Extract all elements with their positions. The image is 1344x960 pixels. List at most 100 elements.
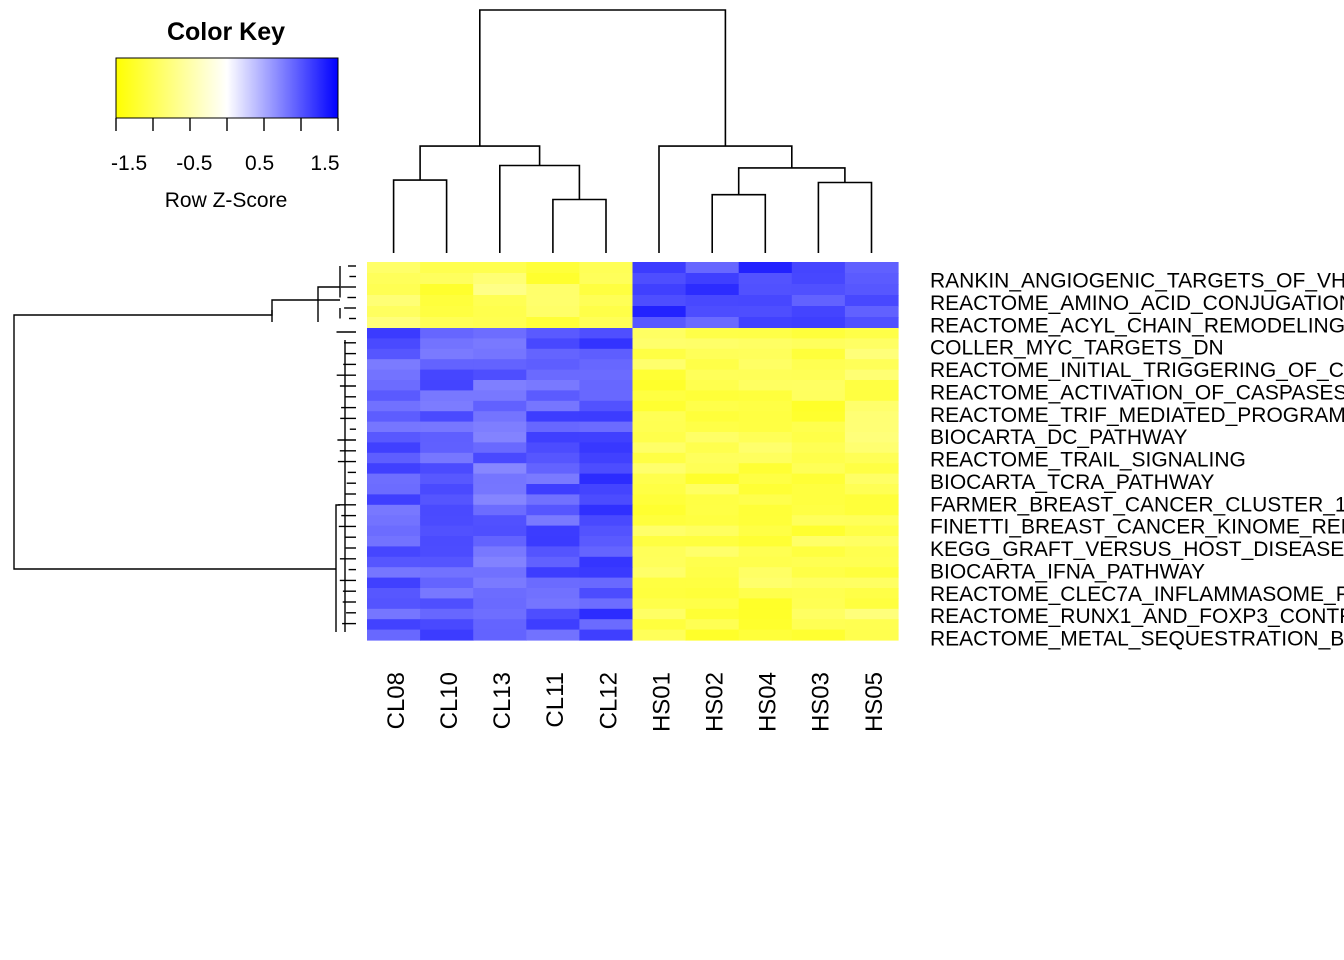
heatmap-cell [738, 442, 793, 454]
heatmap-cell [844, 525, 899, 537]
row-label: COLLER_MYC_TARGETS_DN [930, 337, 1224, 360]
heatmap-cell [367, 411, 421, 423]
heatmap-cell [420, 536, 474, 547]
heatmap-cell [526, 390, 580, 402]
heatmap-cell [420, 317, 474, 329]
heatmap-cell [420, 359, 474, 371]
row-label: BIOCARTA_TCRA_PATHWAY [930, 471, 1214, 494]
heatmap-cell [844, 380, 899, 391]
heatmap-cell [791, 525, 846, 537]
heatmap-cell [632, 598, 687, 610]
heatmap-cell [791, 452, 846, 464]
heatmap-cell [738, 504, 793, 516]
heatmap-cell [526, 525, 580, 537]
heatmap-cell [685, 463, 740, 475]
heatmap-cell [420, 463, 474, 475]
heatmap-cell [844, 284, 899, 296]
heatmap-cell [738, 536, 793, 547]
heatmap-cell [526, 369, 580, 381]
heatmap-cell [844, 556, 899, 568]
row-label: BIOCARTA_IFNA_PATHWAY [930, 560, 1205, 583]
heatmap-cell [420, 588, 474, 599]
heatmap-cell [738, 494, 793, 506]
heatmap-cell [685, 390, 740, 402]
heatmap-cell [844, 494, 899, 506]
heatmap-cell [579, 484, 634, 495]
heatmap-cell [632, 525, 687, 537]
heatmap-cell [367, 432, 421, 443]
heatmap-cell [738, 400, 793, 412]
heatmap-cell [791, 536, 846, 547]
heatmap-cell [632, 262, 687, 274]
heatmap-cell [685, 515, 740, 527]
heatmap-cell [579, 494, 634, 506]
heatmap-cell [685, 295, 740, 307]
heatmap-cell [738, 598, 793, 610]
heatmap-cell [844, 262, 899, 274]
heatmap-cell [579, 338, 634, 350]
heatmap-cell [420, 525, 474, 537]
heatmap-cell [420, 380, 474, 391]
heatmap-cell [526, 536, 580, 547]
heatmap-cell [473, 463, 527, 475]
heatmap-cell [685, 577, 740, 589]
heatmap-cell [526, 588, 580, 599]
heatmap-cell [579, 328, 634, 339]
heatmap-cells [367, 262, 899, 641]
heatmap-cell [791, 262, 846, 274]
heatmap-cell [791, 348, 846, 360]
heatmap-cell [579, 525, 634, 537]
heatmap-cell [685, 284, 740, 296]
heatmap-cell [420, 262, 474, 274]
heatmap-cell [579, 536, 634, 547]
heatmap-cell [579, 473, 634, 485]
heatmap-cell [526, 629, 580, 641]
heatmap-cell [579, 588, 634, 599]
heatmap-cell [844, 411, 899, 423]
heatmap-cell [579, 619, 634, 631]
heatmap-cell [367, 400, 421, 412]
heatmap-cell [526, 262, 580, 274]
dendrogram-branch [658, 145, 793, 253]
heatmap-cell [791, 306, 846, 318]
heatmap-cell [579, 504, 634, 516]
heatmap-cell [632, 284, 687, 296]
heatmap-cell [685, 452, 740, 464]
dendrogram-branch [711, 193, 767, 253]
heatmap-cell [632, 619, 687, 631]
heatmap-cell [367, 504, 421, 516]
heatmap-cell [791, 588, 846, 599]
heatmap-cell [844, 452, 899, 464]
heatmap-cell [738, 546, 793, 558]
heatmap-cell [791, 567, 846, 579]
heatmap-cell [473, 536, 527, 547]
heatmap-cell [526, 494, 580, 506]
heatmap-cell [685, 473, 740, 485]
heatmap-cell [526, 348, 580, 360]
heatmap-cell [685, 306, 740, 318]
color-key: Color Key -1.5 -0.5 0.5 1.5 Row Z-Score [111, 18, 340, 212]
heatmap-cell [420, 295, 474, 307]
row-label: RANKIN_ANGIOGENIC_TARGETS_OF_VHL_HIF2A_U… [930, 270, 1344, 293]
heatmap-cell [579, 295, 634, 307]
heatmap-cell [473, 295, 527, 307]
heatmap-cell [579, 629, 634, 641]
heatmap-cell [844, 328, 899, 339]
heatmap-cell [367, 619, 421, 631]
heatmap-cell [791, 273, 846, 285]
heatmap-cell [526, 567, 580, 579]
heatmap-cell [473, 546, 527, 558]
heatmap-cell [844, 546, 899, 558]
heatmap-cell [526, 619, 580, 631]
heatmap-cell [473, 359, 527, 371]
heatmap-cell [473, 262, 527, 274]
heatmap-cell [473, 411, 527, 423]
heatmap-cell [579, 452, 634, 464]
color-key-axis-label: Row Z-Score [165, 189, 288, 212]
heatmap-cell [632, 567, 687, 579]
heatmap-cell [367, 442, 421, 454]
heatmap-cell [632, 328, 687, 339]
color-key-tick-label: 0.5 [245, 152, 274, 175]
heatmap-cell [367, 284, 421, 296]
